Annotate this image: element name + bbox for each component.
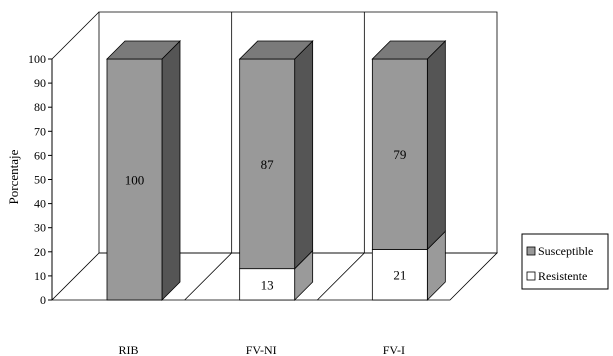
y-tick-label: 0	[40, 293, 46, 307]
side-wall-top-edge	[51, 11, 100, 60]
y-tick-label: 10	[34, 269, 46, 283]
bar-resistente	[239, 268, 296, 301]
legend-label-resistente: Resistente	[538, 269, 587, 283]
bar-side-susceptible	[161, 40, 181, 301]
legend: Susceptible Resistente	[521, 233, 609, 290]
y-tick-label: 90	[34, 76, 46, 90]
category-label: FV-NI	[246, 343, 277, 356]
data-label: 87	[261, 157, 275, 172]
y-tick-label: 50	[34, 173, 46, 187]
bar-side-susceptible	[294, 40, 314, 270]
y-tick-label: 70	[34, 124, 46, 138]
data-label: 79	[393, 147, 406, 162]
category-label: FV-I	[383, 343, 405, 356]
y-axis-label: Porcentaje	[6, 149, 21, 204]
y-tick-label: 100	[28, 52, 46, 66]
category-label: RIB	[118, 343, 138, 356]
data-label: 100	[125, 173, 145, 188]
bar-top-face	[106, 40, 181, 60]
floor-divider	[184, 252, 232, 301]
labels-group: 0 10 20 30 40 50 60 70 80 90 100 RIB FV-NI FV-I 100 87 1…	[28, 52, 406, 356]
floor-divider	[317, 252, 365, 301]
y-tick-label: 80	[34, 100, 46, 114]
bar-top-face	[238, 40, 314, 60]
y-tick-label: 30	[34, 221, 46, 235]
legend-box	[521, 233, 609, 290]
y-tick-label: 40	[34, 197, 46, 211]
y-tick-label: 20	[34, 245, 46, 259]
bars-group	[106, 40, 447, 301]
data-label: 13	[261, 277, 274, 292]
y-tick-label: 60	[34, 148, 46, 162]
legend-swatch-resistente	[526, 271, 536, 281]
legend-swatch-susceptible	[526, 246, 536, 256]
bar-susceptible	[371, 58, 428, 250]
data-label: 21	[393, 268, 406, 283]
bar-top-face	[371, 40, 447, 60]
chart-frame	[48, 11, 498, 301]
bar-side-susceptible	[426, 40, 446, 251]
bar-susceptible	[239, 58, 296, 270]
legend-label-susceptible: Susceptible	[538, 244, 593, 258]
